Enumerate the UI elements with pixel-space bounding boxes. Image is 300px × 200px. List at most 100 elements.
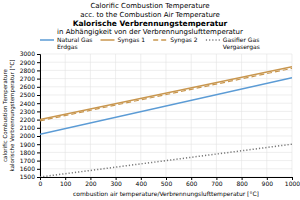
y-tick-mark (37, 54, 40, 55)
y-axis-line (37, 55, 41, 178)
x-tick-label: 0 (39, 180, 43, 187)
legend-label-line: Vergasergas (223, 43, 260, 51)
y-tick-label: 2800 (20, 67, 35, 74)
x-tick-label: 100 (60, 180, 72, 187)
legend-swatch (206, 39, 220, 41)
y-tick-mark (37, 87, 40, 88)
x-tick-label: 300 (110, 180, 122, 187)
y-tick: 2600 (20, 83, 40, 90)
title: in Abhängigkeit von der Verbrennungsluft… (57, 28, 243, 36)
y-tick: 1500 (20, 173, 40, 180)
x-tick: 100 (60, 177, 72, 187)
legend-label: Gasifier GasVergasergas (223, 36, 260, 51)
x-tick: 300 (110, 177, 122, 187)
y-tick: 2400 (20, 100, 40, 107)
x-tick-label: 400 (136, 180, 148, 187)
y-tick-mark (37, 62, 40, 63)
grid-line-x (241, 54, 242, 177)
y-tick-label: 3000 (20, 50, 35, 57)
x-tick-label: 800 (236, 180, 248, 187)
chart-container: Calorific Combustion Temperatureacc. to … (0, 0, 300, 200)
legend-item: Gasifier GasVergasergas (206, 36, 260, 51)
y-tick: 2300 (20, 108, 40, 115)
x-tick: 600 (186, 177, 198, 187)
y-tick-mark (37, 144, 40, 145)
y-tick-label: 2500 (20, 91, 35, 98)
y-tick-label: 1700 (20, 157, 35, 164)
x-axis-title: combustion air temperature/Verbrennungsl… (73, 190, 259, 198)
grid-line-x (115, 54, 116, 177)
chart-svg: Calorific Combustion Temperatureacc. to … (0, 0, 300, 200)
legend-label: Syngas 1 (118, 36, 146, 44)
y-tick: 2800 (20, 67, 40, 74)
y-tick-label: 2000 (20, 132, 35, 139)
legend-label-line: Syngas 2 (170, 36, 198, 44)
x-tick: 200 (85, 177, 97, 187)
y-tick-label: 1600 (20, 165, 35, 172)
grid-line-x (140, 54, 141, 177)
y-tick-mark (37, 169, 40, 170)
y-tick: 1700 (20, 157, 40, 164)
legend: Natural GasErdgas Syngas 1 Syngas 2 Gasifie… (40, 36, 260, 51)
y-tick: 2500 (20, 91, 40, 98)
x-axis: 0 100 200 300 400 500 600 700 800 900 1000 (39, 177, 300, 187)
y-tick-label: 1500 (20, 173, 35, 180)
y-tick-mark (37, 79, 40, 80)
y-tick-mark (37, 70, 40, 71)
y-tick-label: 2100 (20, 124, 35, 131)
x-tick-label: 900 (262, 180, 274, 187)
y-tick: 2900 (20, 59, 40, 66)
legend-label: Syngas 2 (170, 36, 198, 44)
y-tick-mark (37, 103, 40, 104)
y-tick-mark (37, 128, 40, 129)
y-tick-mark (37, 136, 40, 137)
y-tick-label: 2400 (20, 100, 35, 107)
x-tick-label: 700 (211, 180, 223, 187)
y-tick-label: 2700 (20, 75, 35, 82)
legend-label-line: Syngas 1 (118, 36, 146, 44)
title: Kalorische Verbrennungstemperatur (73, 19, 228, 28)
y-tick-mark (37, 177, 40, 178)
y-tick-mark (37, 152, 40, 153)
x-tick: 1000 (285, 177, 300, 187)
y-tick: 1900 (20, 141, 40, 148)
y-tick-label: 2600 (20, 83, 35, 90)
y-tick: 1600 (20, 165, 40, 172)
y-tick: 3000 (20, 50, 40, 57)
x-tick-label: 1000 (285, 180, 300, 187)
y-tick-label: 2900 (20, 59, 35, 66)
grid (40, 54, 292, 177)
series-line (40, 67, 292, 120)
y-axis-title: calorific Combustion Temperature (2, 68, 9, 161)
legend-swatch (40, 39, 54, 41)
legend-label-line: Erdgas (57, 43, 78, 51)
y-tick: 2000 (20, 132, 40, 139)
y-tick-mark (37, 120, 40, 121)
x-tick-label: 200 (85, 180, 97, 187)
legend-item: Natural GasErdgas (40, 36, 93, 51)
y-tick-label: 1900 (20, 141, 35, 148)
grid-line-x (90, 54, 91, 177)
x-tick-label: 500 (161, 180, 173, 187)
y-tick: 2200 (20, 116, 40, 123)
legend-swatch (101, 39, 115, 41)
x-tick-label: 600 (186, 180, 198, 187)
x-tick: 0 (39, 177, 43, 187)
y-tick: 2100 (20, 124, 40, 131)
x-tick: 500 (161, 177, 173, 187)
y-tick-label: 1800 (20, 149, 35, 156)
title: acc. to the Combustion Air Temperature (80, 11, 220, 19)
y-tick: 2700 (20, 75, 40, 82)
y-tick-mark (37, 95, 40, 96)
y-axis-title: kalorische Verbrennungstemperatur [°C] (9, 60, 16, 172)
legend-swatch (153, 39, 167, 41)
y-tick-mark (37, 161, 40, 162)
plot-area (40, 67, 292, 177)
y-tick-mark (37, 111, 40, 112)
legend-label: Natural GasErdgas (57, 36, 93, 51)
y-tick: 1800 (20, 149, 40, 156)
x-tick: 400 (136, 177, 148, 187)
legend-item: Syngas 2 (153, 36, 198, 44)
grid-line-x (292, 54, 293, 177)
title: Calorific Combustion Temperature (90, 2, 209, 10)
